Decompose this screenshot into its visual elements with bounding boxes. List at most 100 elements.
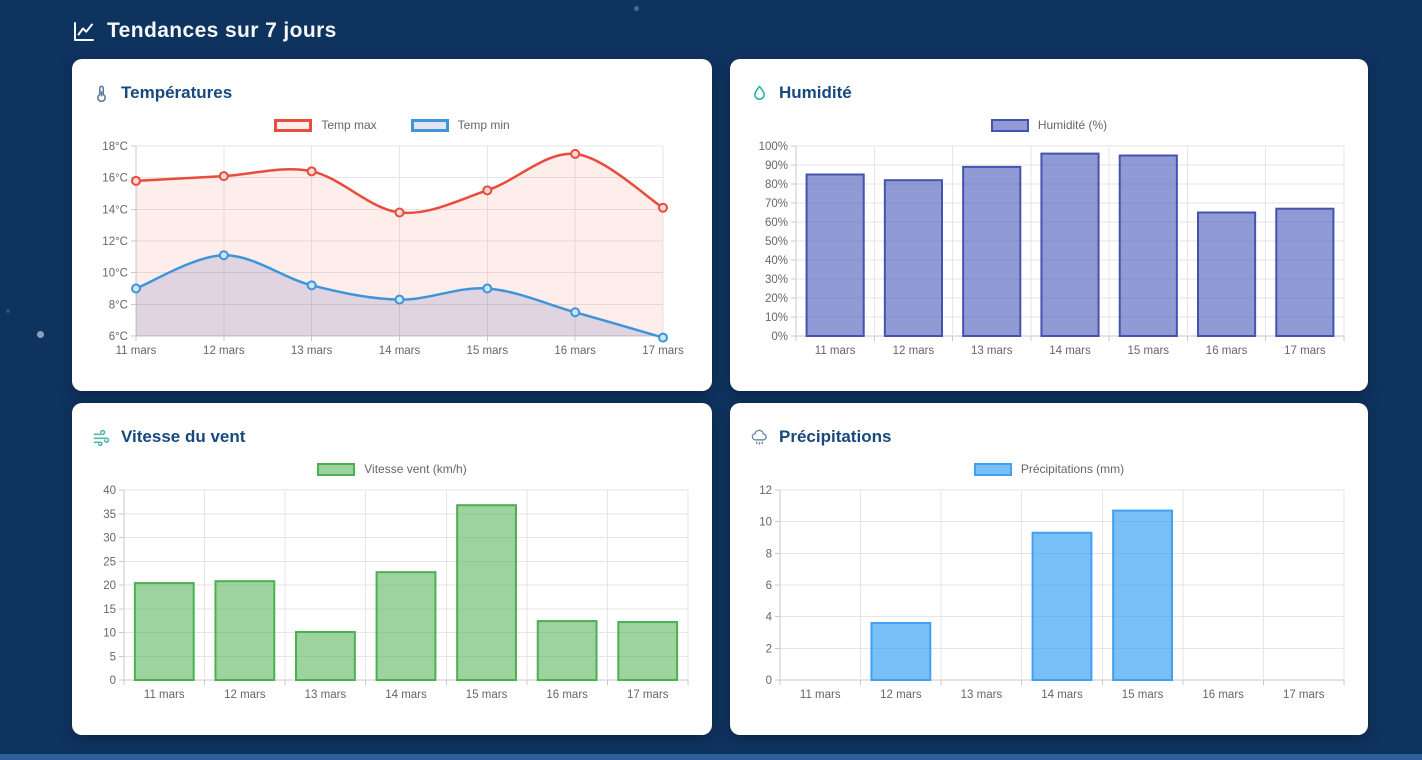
background-dot	[634, 6, 639, 11]
svg-text:17 mars: 17 mars	[642, 345, 684, 357]
svg-text:30: 30	[103, 533, 116, 545]
svg-text:17 mars: 17 mars	[1283, 689, 1325, 701]
svg-text:40: 40	[103, 485, 116, 497]
humidity-card: Humidité Humidité (%) 0% 10% 20% 30% 40% 50% 6…	[730, 59, 1368, 391]
wind-chart[interactable]: 0 5 10 15 20 25 30 35 40 11 mars 12 mars 13 mars 14 …	[92, 482, 692, 714]
legend-label: Humidité (%)	[1037, 118, 1108, 132]
legend-item-humidity[interactable]: Humidité (%)	[990, 118, 1108, 132]
svg-text:8: 8	[766, 548, 772, 560]
svg-text:16 mars: 16 mars	[554, 345, 596, 357]
thermometer-icon	[92, 84, 111, 103]
svg-text:40%: 40%	[765, 255, 788, 267]
svg-text:6: 6	[766, 580, 772, 592]
svg-text:10°C: 10°C	[102, 268, 128, 280]
svg-text:15: 15	[103, 604, 116, 616]
svg-text:20: 20	[103, 580, 116, 592]
background-dot	[6, 309, 10, 313]
svg-text:14 mars: 14 mars	[385, 689, 427, 701]
svg-text:10: 10	[103, 628, 116, 640]
svg-text:12 mars: 12 mars	[893, 345, 935, 357]
svg-text:100%: 100%	[759, 141, 788, 153]
chart-legend: Humidité (%)	[750, 117, 1348, 133]
humidity-chart[interactable]: 0% 10% 20% 30% 40% 50% 60% 70% 80% 90% 100% 11 mars…	[750, 138, 1350, 370]
precipitation-chart[interactable]: 0 2 4 6 8 10 12 11 mars 12 mars 13 mars 14 mars 15 …	[750, 482, 1350, 714]
legend-item-wind[interactable]: Vitesse vent (km/h)	[317, 462, 467, 476]
legend-swatch	[410, 118, 449, 132]
svg-text:15 mars: 15 mars	[466, 689, 508, 701]
wind-card: Vitesse du vent Vitesse vent (km/h) 0 5 10…	[72, 403, 712, 735]
svg-text:11 mars: 11 mars	[144, 689, 185, 701]
svg-text:15 mars: 15 mars	[467, 345, 509, 357]
chart-legend: Temp max Temp min	[92, 117, 692, 133]
legend-label: Précipitations (mm)	[1020, 462, 1125, 476]
svg-text:13 mars: 13 mars	[961, 689, 1003, 701]
temperature-chart[interactable]: 6°C 8°C 10°C 12°C 14°C 16°C 18°C 11 mars 12 mars…	[92, 138, 692, 370]
card-title-row: Vitesse du vent	[92, 425, 692, 449]
legend-swatch	[990, 118, 1029, 132]
svg-text:11 mars: 11 mars	[815, 345, 856, 357]
page-title: Tendances sur 7 jours	[107, 19, 337, 42]
svg-text:13 mars: 13 mars	[291, 345, 333, 357]
legend-label: Temp max	[321, 118, 377, 132]
card-title-text: Précipitations	[779, 427, 892, 446]
svg-text:12 mars: 12 mars	[224, 689, 266, 701]
svg-text:6°C: 6°C	[109, 331, 128, 343]
svg-text:30%: 30%	[765, 274, 788, 286]
svg-text:11 mars: 11 mars	[800, 689, 841, 701]
svg-text:12°C: 12°C	[102, 236, 128, 248]
temperature-card: Températures Temp max Temp min 6°C 8°C 10°…	[72, 59, 712, 391]
svg-text:0%: 0%	[771, 331, 788, 343]
charts-grid: Températures Temp max Temp min 6°C 8°C 10°…	[0, 46, 1422, 735]
svg-text:10%: 10%	[765, 312, 788, 324]
svg-text:80%: 80%	[765, 179, 788, 191]
svg-text:0: 0	[110, 675, 116, 687]
card-title-text: Vitesse du vent	[121, 427, 246, 446]
svg-text:35: 35	[103, 509, 116, 521]
svg-text:13 mars: 13 mars	[305, 689, 347, 701]
svg-text:16 mars: 16 mars	[1202, 689, 1244, 701]
svg-text:50%: 50%	[765, 236, 788, 248]
legend-item-temp-min[interactable]: Temp min	[410, 118, 510, 132]
legend-swatch	[973, 462, 1012, 476]
svg-text:2: 2	[766, 643, 772, 655]
card-title-row: Humidité	[750, 81, 1348, 105]
legend-swatch	[274, 118, 313, 132]
svg-text:14 mars: 14 mars	[379, 345, 421, 357]
card-title-row: Précipitations	[750, 425, 1348, 449]
svg-text:10: 10	[759, 517, 772, 529]
legend-label: Temp min	[457, 118, 510, 132]
svg-text:15 mars: 15 mars	[1122, 689, 1164, 701]
chart-legend: Vitesse vent (km/h)	[92, 461, 692, 477]
svg-text:14 mars: 14 mars	[1049, 345, 1091, 357]
svg-text:20%: 20%	[765, 293, 788, 305]
svg-text:18°C: 18°C	[102, 141, 128, 153]
svg-text:17 mars: 17 mars	[627, 689, 669, 701]
card-title-text: Humidité	[779, 83, 852, 102]
legend-item-temp-max[interactable]: Temp max	[274, 118, 377, 132]
legend-label: Vitesse vent (km/h)	[364, 462, 467, 476]
svg-text:5: 5	[110, 651, 116, 663]
svg-text:16 mars: 16 mars	[1206, 345, 1248, 357]
wind-icon	[92, 428, 111, 447]
bottom-divider	[0, 754, 1422, 760]
svg-text:25: 25	[103, 556, 116, 568]
svg-text:15 mars: 15 mars	[1128, 345, 1170, 357]
svg-text:14 mars: 14 mars	[1041, 689, 1083, 701]
svg-text:60%: 60%	[765, 217, 788, 229]
background-dot	[37, 331, 44, 338]
droplet-icon	[750, 84, 769, 103]
svg-text:16 mars: 16 mars	[546, 689, 588, 701]
svg-text:12 mars: 12 mars	[203, 345, 245, 357]
rain-cloud-icon	[750, 428, 769, 447]
svg-text:4: 4	[766, 612, 773, 624]
svg-text:70%: 70%	[765, 198, 788, 210]
svg-text:0: 0	[766, 675, 772, 687]
svg-text:14°C: 14°C	[102, 204, 128, 216]
legend-swatch	[317, 462, 356, 476]
card-title-text: Températures	[121, 83, 233, 102]
legend-item-precipitation[interactable]: Précipitations (mm)	[973, 462, 1125, 476]
svg-text:11 mars: 11 mars	[116, 345, 157, 357]
card-title-row: Températures	[92, 81, 692, 105]
precipitation-card: Précipitations Précipitations (mm) 0 2 4 6 8…	[730, 403, 1368, 735]
svg-text:13 mars: 13 mars	[971, 345, 1013, 357]
